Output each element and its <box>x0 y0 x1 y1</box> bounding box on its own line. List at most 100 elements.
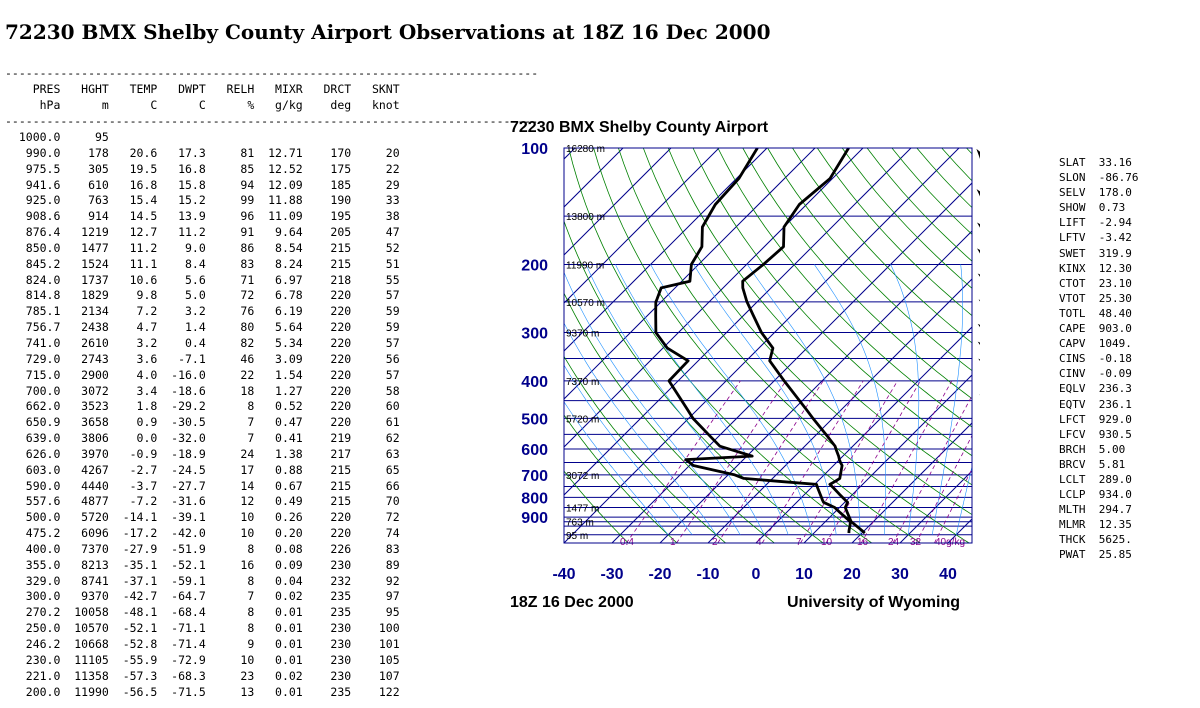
dry-adiabat <box>564 355 726 543</box>
table-header-units: hPa m C C % g/kg deg knot <box>5 98 400 112</box>
isotherm-line <box>803 374 972 543</box>
isotherm-line <box>755 326 972 543</box>
moist-adiabat <box>931 264 963 535</box>
isotherm-line <box>707 278 972 543</box>
isotherm-line <box>564 148 768 352</box>
pressure-label: 100 <box>521 141 548 158</box>
dry-adiabat <box>866 148 972 262</box>
dry-adiabat <box>792 148 972 344</box>
pressure-label: 200 <box>521 257 548 274</box>
index-show: SHOW 0.73 <box>1059 201 1126 215</box>
temperature-tick-label: -30 <box>600 566 623 583</box>
moist-adiabat <box>585 264 765 535</box>
wind-barb <box>978 299 980 302</box>
height-label: 16280 m <box>566 144 605 155</box>
index-capv: CAPV 1049. <box>1059 337 1132 351</box>
moist-adiabat <box>615 264 789 535</box>
index-swet: SWET 319.9 <box>1059 246 1132 260</box>
wind-barb <box>976 187 980 197</box>
index-eqlv: EQLV 236.3 <box>1059 382 1132 396</box>
temperature-tick-label: 10 <box>795 566 813 583</box>
table-row: 876.4 1219 12.7 11.2 91 9.64 205 47 <box>5 225 400 240</box>
mixing-ratio-line <box>676 380 787 543</box>
dry-adiabat <box>816 148 972 317</box>
table-row: 1000.0 95 <box>5 130 400 144</box>
mixing-ratio-line <box>761 380 864 543</box>
temperature-tick-label: -10 <box>696 566 719 583</box>
plot-frame <box>563 147 973 544</box>
index-mlth: MLTH 294.7 <box>1059 503 1132 517</box>
table-row: 200.0 11990 -56.5 -71.5 13 0.01 235 122 <box>5 684 400 699</box>
wind-barb <box>979 394 980 396</box>
isotherm-line <box>851 422 972 543</box>
chart-title: 72230 BMX Shelby County Airport <box>510 119 769 136</box>
index-lfcv: LFCV 930.5 <box>1059 427 1132 441</box>
table-separator: ----------------------------------------… <box>5 66 539 80</box>
dry-adiabat <box>564 292 775 543</box>
table-row: 246.2 10668 -52.8 -71.4 9 0.01 230 101 <box>5 637 400 651</box>
wind-barb <box>977 273 980 277</box>
index-cinv: CINV -0.09 <box>1059 367 1132 381</box>
table-row: 662.0 3523 1.8 -29.2 8 0.52 220 60 <box>5 399 400 414</box>
wind-barb <box>978 358 980 361</box>
table-row: 590.0 4440 -3.7 -27.7 14 0.67 215 66 <box>5 478 400 493</box>
chart-footer-source: University of Wyoming <box>787 594 960 611</box>
observations-table: ----------------------------------------… <box>5 65 538 699</box>
dry-adiabat <box>568 148 873 543</box>
isotherm-line <box>564 148 912 496</box>
dry-adiabat <box>593 148 921 543</box>
height-label: 5720 m <box>566 414 599 425</box>
table-row: 250.0 10570 -52.1 -71.1 8 0.01 230 100 <box>5 621 400 636</box>
plot-area <box>564 148 972 543</box>
pressure-label: 400 <box>521 374 548 391</box>
wind-barb <box>977 341 980 345</box>
moist-adiabat <box>650 264 813 535</box>
table-row: 300.0 9370 -42.7 -64.7 7 0.02 235 97 <box>5 589 400 604</box>
table-row: 500.0 5720 -14.1 -39.1 10 0.26 220 72 <box>5 510 400 525</box>
wind-barb <box>977 323 980 328</box>
table-row: 603.0 4267 -2.7 -24.5 17 0.88 215 65 <box>5 462 400 477</box>
mixing-ratio-line <box>915 434 972 543</box>
isotherm-line <box>564 148 720 304</box>
table-row: 400.0 7370 -27.9 -51.9 8 0.08 226 83 <box>5 541 400 556</box>
dry-adiabat <box>667 148 972 486</box>
index-slat: SLAT 33.16 <box>1059 156 1132 169</box>
table-row: 475.2 6096 -17.2 -42.0 10 0.20 220 74 <box>5 526 400 541</box>
moist-adiabat <box>747 264 861 535</box>
table-row: 850.0 1477 11.2 9.0 86 8.54 215 52 <box>5 240 400 255</box>
height-label: 3072 m <box>566 471 599 482</box>
wind-barb <box>976 148 980 159</box>
table-row: 270.2 10058 -48.1 -68.4 8 0.01 235 95 <box>5 605 400 620</box>
temperature-tick-label: 40 <box>939 566 957 583</box>
table-row: 908.6 914 14.5 13.9 96 11.09 195 38 <box>5 209 400 224</box>
isotherm-line <box>564 148 624 208</box>
index-mlmr: MLMR 12.35 <box>1059 518 1132 532</box>
index-cins: CINS -0.18 <box>1059 352 1132 366</box>
table-row: 626.0 3970 -0.9 -18.9 24 1.38 217 63 <box>5 446 400 461</box>
dry-adiabat <box>692 148 972 457</box>
chart-footer-date: 18Z 16 Dec 2000 <box>510 594 634 611</box>
table-row: 756.7 2438 4.7 1.4 80 5.64 220 59 <box>5 320 400 335</box>
isotherm-line <box>659 230 972 543</box>
moist-adiabat <box>564 364 693 535</box>
temperature-tick-label: -40 <box>552 566 575 583</box>
moist-adiabat <box>814 264 886 535</box>
pressure-label: 500 <box>521 411 548 428</box>
table-row: 639.0 3806 0.0 -32.0 7 0.41 219 62 <box>5 431 400 446</box>
mixing-ratio-line <box>892 394 972 543</box>
table-row: 785.1 2134 7.2 3.2 76 6.19 220 59 <box>5 304 400 319</box>
index-cape: CAPE 903.0 <box>1059 322 1132 336</box>
index-lfct: LFCT 929.0 <box>1059 412 1132 426</box>
mixing-ratio-line <box>626 380 741 543</box>
dry-adiabat <box>618 148 970 543</box>
isotherm-line <box>564 148 960 543</box>
index-ctot: CTOT 23.10 <box>1059 276 1132 290</box>
index-lclp: LCLP 934.0 <box>1059 488 1132 502</box>
index-pwat: PWAT 25.85 <box>1059 548 1132 562</box>
moist-adiabat <box>693 264 837 535</box>
height-label: 763 m <box>566 518 594 529</box>
dry-adiabat <box>564 219 824 543</box>
pressure-label: 800 <box>521 490 548 507</box>
mixing-ratio-line <box>860 380 953 543</box>
index-thck: THCK 5625. <box>1059 533 1132 547</box>
